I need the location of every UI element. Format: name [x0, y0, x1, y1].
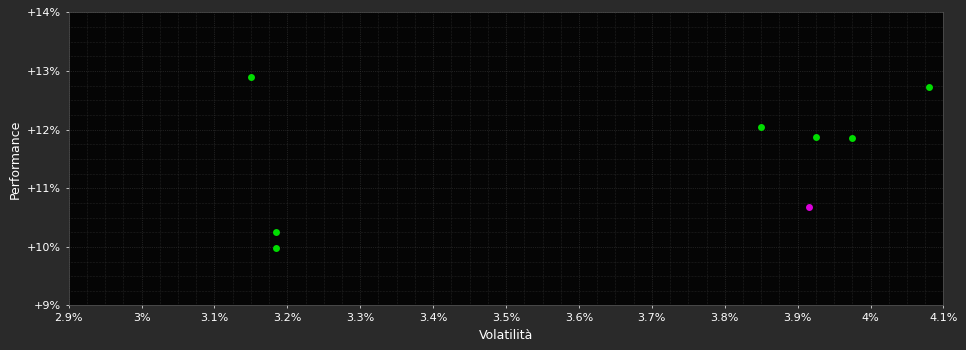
Y-axis label: Performance: Performance: [9, 119, 21, 198]
X-axis label: Volatilità: Volatilità: [479, 329, 533, 342]
